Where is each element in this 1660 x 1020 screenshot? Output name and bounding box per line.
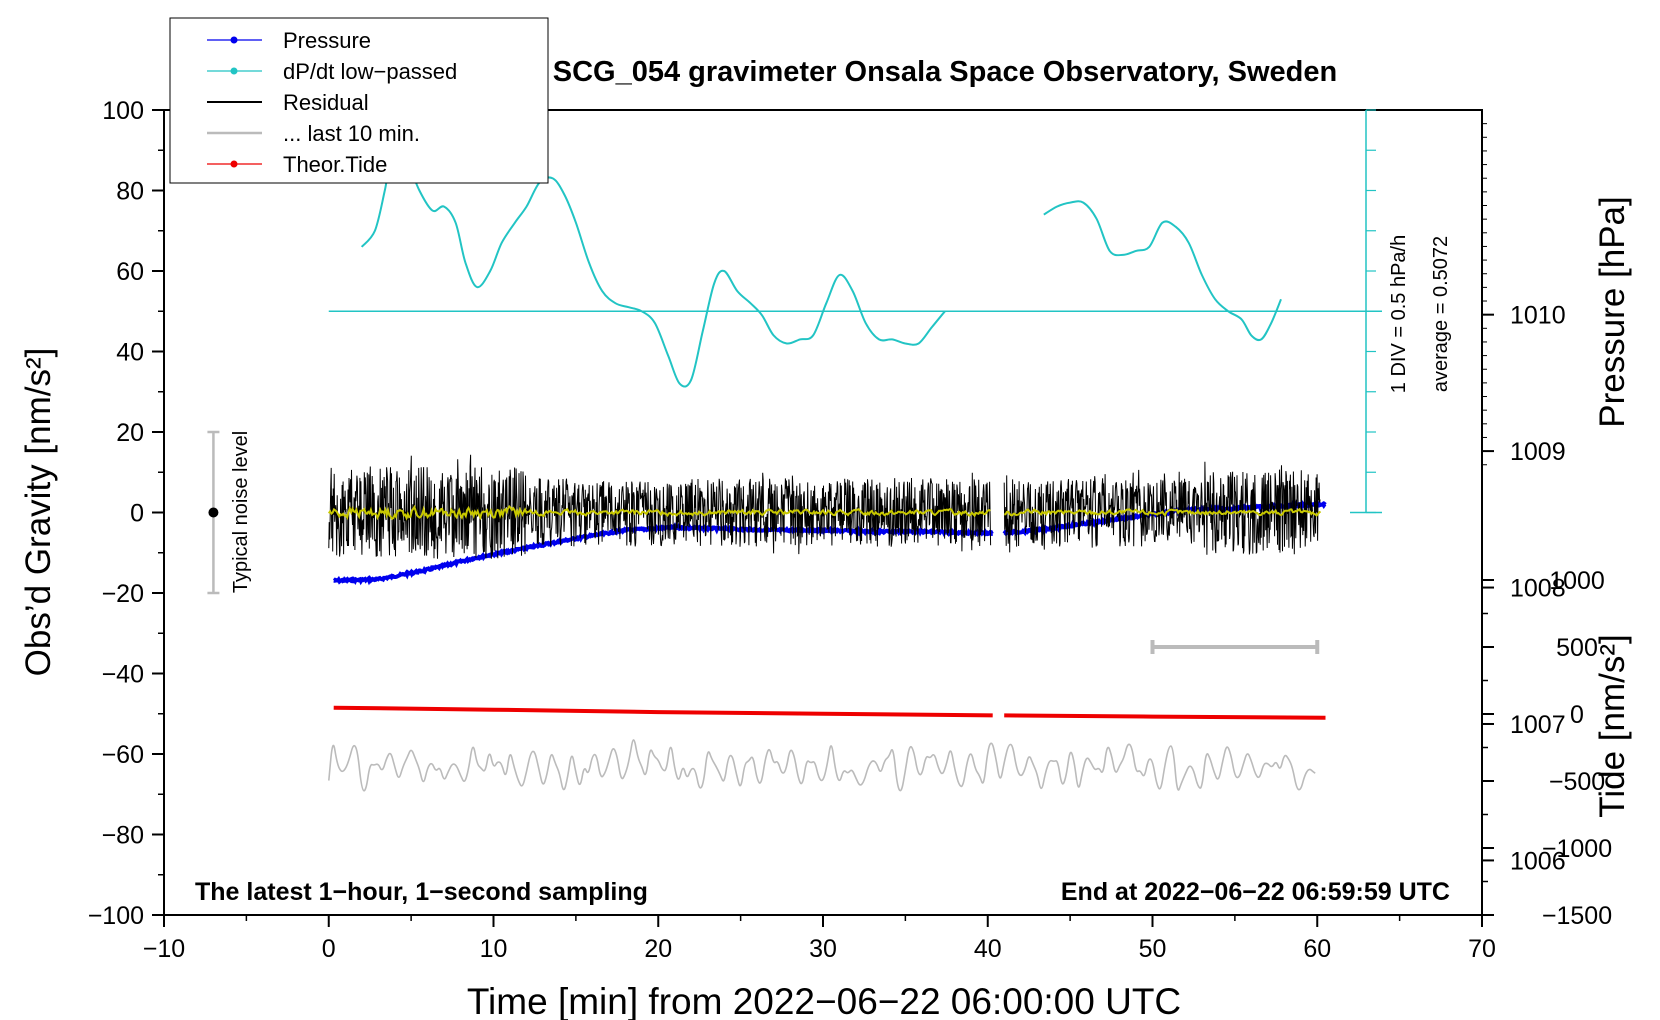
y-left-tick-label: 60 [116, 258, 144, 286]
y-tide-tick-label: 1000 [1549, 567, 1605, 595]
last10-series [328, 739, 1316, 792]
y-axis-tide-ticks: 1000 500 0 −500 −1000 −1500 [1482, 567, 1612, 930]
y-pressure-tick-label: 1006 [1510, 847, 1566, 875]
average-annotation: average = 0.5072 [1430, 236, 1452, 392]
x-axis-label: Time [min] from 2022−06−22 06:00:00 UTC [467, 981, 1181, 1020]
x-tick-label: 60 [1303, 935, 1331, 963]
legend-tide-marker [230, 160, 238, 168]
last10-line [328, 739, 1316, 792]
x-axis-ticks: −10 0 10 20 30 40 50 60 70 [143, 915, 1496, 963]
chart-title: SCG_054 gravimeter Onsala Space Observat… [553, 56, 1337, 88]
bottom-right-annotation: End at 2022−06−22 06:59:59 UTC [1061, 878, 1450, 906]
residual-line [328, 454, 992, 559]
x-tick-label: 70 [1468, 935, 1496, 963]
y-left-tick-label: 0 [130, 500, 144, 528]
y-left-tick-label: −80 [102, 822, 144, 850]
noise-bar-center [208, 507, 219, 518]
residual-smoothed-series [327, 504, 1322, 521]
x-tick-label: 40 [974, 935, 1002, 963]
y-axis-left-ticks: 100 80 60 40 20 0 −20 −40 −60 −80 −100 [88, 97, 164, 930]
noise-level-bar [207, 430, 220, 595]
y-pressure-tick-label: 1008 [1510, 575, 1566, 603]
y-left-tick-label: 20 [116, 419, 144, 447]
y-left-tick-label: 100 [102, 97, 144, 125]
tide-line [1004, 713, 1326, 720]
legend-dpdt-label: dP/dt low−passed [283, 59, 457, 84]
residual-series [328, 454, 1321, 559]
legend-residual-label: Residual [283, 90, 369, 115]
bottom-left-annotation: The latest 1−hour, 1−second sampling [195, 878, 648, 906]
dpdt-line [360, 140, 946, 388]
legend: Pressure dP/dt low−passed Residual ... l… [169, 17, 549, 184]
legend-box [169, 17, 549, 184]
legend-pressure-marker [230, 36, 238, 44]
y-axis-tide-label: Tide [nm/s²] [1593, 634, 1632, 817]
residual-smoothed-line [327, 504, 991, 521]
y-left-tick-label: 40 [116, 339, 144, 367]
y-axis-pressure-label: Pressure [hPa] [1593, 196, 1632, 428]
y-tide-tick-label: −1000 [1542, 835, 1612, 863]
y-axis-pressure-ticks: 1010 1009 1008 1007 1006 [1482, 123, 1566, 875]
y-left-tick-label: −100 [88, 902, 144, 930]
legend-tide-label: Theor.Tide [283, 152, 387, 177]
y-left-tick-label: −60 [102, 741, 144, 769]
div-annotation: 1 DIV = 0.5 hPa/h [1388, 235, 1410, 393]
tide-series [333, 705, 1326, 720]
y-tide-tick-label: 500 [1556, 634, 1598, 662]
x-tick-label: 50 [1139, 935, 1167, 963]
y-pressure-tick-label: 1010 [1510, 302, 1566, 330]
y-axis-left-label: Obs’d Gravity [nm/s²] [19, 348, 58, 677]
noise-level-label: Typical noise level [230, 431, 252, 593]
legend-pressure-label: Pressure [283, 28, 371, 53]
y-pressure-tick-label: 1009 [1510, 438, 1566, 466]
y-pressure-tick-label: 1007 [1510, 711, 1566, 739]
legend-dpdt-marker [230, 67, 238, 75]
x-tick-label: 0 [322, 935, 336, 963]
x-tick-label: 20 [644, 935, 672, 963]
y-tide-tick-label: −500 [1549, 768, 1605, 796]
y-tide-tick-label: −1500 [1542, 902, 1612, 930]
last10-range-bar [1150, 640, 1320, 654]
dpdt-line [1043, 200, 1282, 342]
dpdt-series [360, 140, 1282, 388]
x-tick-label: 30 [809, 935, 837, 963]
y-left-tick-label: −40 [102, 661, 144, 689]
residual-smoothed-line [1004, 507, 1322, 517]
y-left-tick-label: 80 [116, 178, 144, 206]
y-left-tick-label: −20 [102, 580, 144, 608]
residual-line [1003, 461, 1321, 555]
x-tick-label: 10 [480, 935, 508, 963]
y-tide-tick-label: 0 [1570, 701, 1584, 729]
legend-last10-label: ... last 10 min. [283, 121, 420, 146]
tide-line [333, 705, 993, 718]
dpdt-scale-bar [1350, 109, 1382, 514]
x-tick-label: −10 [143, 935, 185, 963]
